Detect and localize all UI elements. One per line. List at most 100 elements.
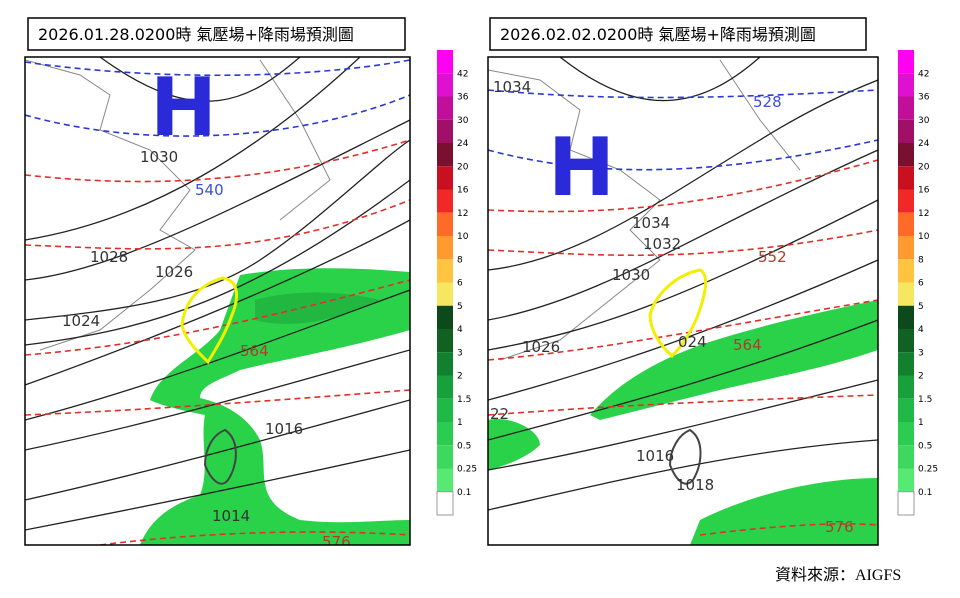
colorbar-cell bbox=[898, 189, 914, 213]
colorbar-label: 20 bbox=[918, 162, 930, 172]
colorbar-label: 10 bbox=[918, 232, 930, 242]
colorbar-label: 2 bbox=[457, 372, 463, 382]
contour-label: 1030 bbox=[140, 148, 178, 166]
contour-label: 564 bbox=[733, 336, 762, 354]
colorbar-cell bbox=[898, 422, 914, 446]
colorbar-label: 16 bbox=[457, 186, 469, 196]
colorbar-cell bbox=[897, 491, 915, 516]
colorbar-cell bbox=[898, 119, 914, 143]
colorbar-cell bbox=[437, 212, 453, 236]
contour-label: 1026 bbox=[522, 338, 560, 356]
colorbar-label: 6 bbox=[457, 279, 463, 289]
contour-label: 1016 bbox=[636, 447, 674, 465]
colorbar-label: 10 bbox=[457, 232, 469, 242]
colorbar-cell bbox=[437, 282, 453, 306]
contour-label: 1016 bbox=[265, 420, 303, 438]
colorbar-cell bbox=[437, 143, 453, 167]
contour-label: 1024 bbox=[62, 312, 100, 330]
colorbar-label: 0.1 bbox=[918, 488, 932, 498]
contour-label: 1026 bbox=[155, 263, 193, 281]
colorbar-label: 36 bbox=[457, 93, 469, 103]
colorbar-cell bbox=[437, 236, 453, 260]
colorbar-cell bbox=[437, 119, 453, 143]
colorbar-cell bbox=[898, 96, 914, 120]
colorbar-cell bbox=[898, 468, 914, 492]
map: H 1034 528 1034 1032 1030 552 1026 024 5… bbox=[488, 57, 878, 545]
colorbar-label: 6 bbox=[918, 279, 924, 289]
colorbar-cell bbox=[437, 73, 453, 97]
contour-label: 1028 bbox=[90, 248, 128, 266]
colorbar-label: 20 bbox=[457, 162, 469, 172]
colorbar-cell bbox=[437, 329, 453, 353]
colorbar-label: 5 bbox=[457, 302, 463, 312]
colorbar-label: 3 bbox=[457, 348, 463, 358]
colorbar-label: 5 bbox=[918, 302, 924, 312]
contour-label: 528 bbox=[753, 93, 782, 111]
colorbar-cell bbox=[898, 166, 914, 190]
colorbar-label: 36 bbox=[918, 93, 930, 103]
colorbar-label: 24 bbox=[918, 139, 930, 149]
colorbar-cell bbox=[898, 329, 914, 353]
contour-label: 576 bbox=[825, 518, 854, 536]
colorbar-label: 12 bbox=[457, 209, 468, 219]
contour-label: 564 bbox=[240, 342, 269, 360]
colorbar-cell bbox=[898, 212, 914, 236]
title-box bbox=[489, 17, 867, 51]
colorbar-cell bbox=[437, 398, 453, 422]
colorbar-label: 0.5 bbox=[918, 441, 932, 451]
high-pressure: H bbox=[548, 121, 615, 214]
colorbar-label: 16 bbox=[918, 186, 930, 196]
colorbar-cell bbox=[898, 445, 914, 469]
colorbar-cell bbox=[898, 50, 914, 74]
colorbar-cell bbox=[437, 50, 453, 74]
contour-label: 22 bbox=[490, 405, 509, 423]
colorbar-cell bbox=[437, 375, 453, 399]
contour-label: 576 bbox=[322, 533, 351, 551]
colorbar-cell bbox=[898, 375, 914, 399]
colorbar-cell bbox=[898, 143, 914, 167]
colorbar-label: 0.5 bbox=[457, 441, 471, 451]
colorbar-cell bbox=[437, 166, 453, 190]
colorbar-cell bbox=[437, 96, 453, 120]
colorbar-cell bbox=[437, 352, 453, 376]
contour-label: 540 bbox=[195, 181, 224, 199]
colorbar-cell bbox=[437, 445, 453, 469]
colorbar-label: 0.25 bbox=[918, 465, 938, 475]
colorbar-cell bbox=[437, 305, 453, 329]
contour-label: 024 bbox=[678, 333, 707, 351]
colorbar-label: 1 bbox=[918, 418, 924, 428]
colorbar-label: 24 bbox=[457, 139, 469, 149]
high-pressure: H bbox=[150, 61, 217, 154]
colorbar-label: 1 bbox=[457, 418, 463, 428]
colorbar-cell bbox=[898, 259, 914, 283]
colorbar-label: 2 bbox=[918, 372, 924, 382]
contour-label: 1032 bbox=[643, 235, 681, 253]
colorbar-cell bbox=[437, 189, 453, 213]
colorbar-label: 0.25 bbox=[457, 465, 477, 475]
contour-label: 1014 bbox=[212, 507, 250, 525]
map: H 1030 540 1028 1026 1024 564 1016 1014 … bbox=[25, 57, 410, 551]
panel-title: 2026.01.28.0200時 氣壓場+降雨場預測圖 bbox=[38, 25, 354, 44]
colorbar-label: 8 bbox=[918, 255, 924, 265]
source: 資料來源：AIGFS bbox=[775, 566, 901, 584]
colorbar-label: 4 bbox=[457, 325, 463, 335]
contour-label: 1034 bbox=[632, 214, 670, 232]
colorbar-cell bbox=[437, 468, 453, 492]
panel-title: 2026.02.02.0200時 氣壓場+降雨場預測圖 bbox=[500, 25, 816, 44]
colorbar-cell bbox=[898, 236, 914, 260]
colorbar-cell bbox=[898, 398, 914, 422]
title-box bbox=[27, 17, 406, 51]
colorbar-cell bbox=[898, 282, 914, 306]
contour-label: 1030 bbox=[612, 266, 650, 284]
contour-label: 1018 bbox=[676, 476, 714, 494]
colorbar-label: 30 bbox=[457, 116, 469, 126]
colorbars: 42363024201612108654321.510.50.250.14236… bbox=[436, 50, 938, 516]
colorbar-label: 3 bbox=[918, 348, 924, 358]
colorbar-label: 1.5 bbox=[918, 395, 932, 405]
colorbar-label: 8 bbox=[457, 255, 463, 265]
colorbar-cell bbox=[437, 259, 453, 283]
colorbar-label: 42 bbox=[457, 69, 468, 79]
colorbar-label: 4 bbox=[918, 325, 924, 335]
colorbar-cell bbox=[898, 305, 914, 329]
